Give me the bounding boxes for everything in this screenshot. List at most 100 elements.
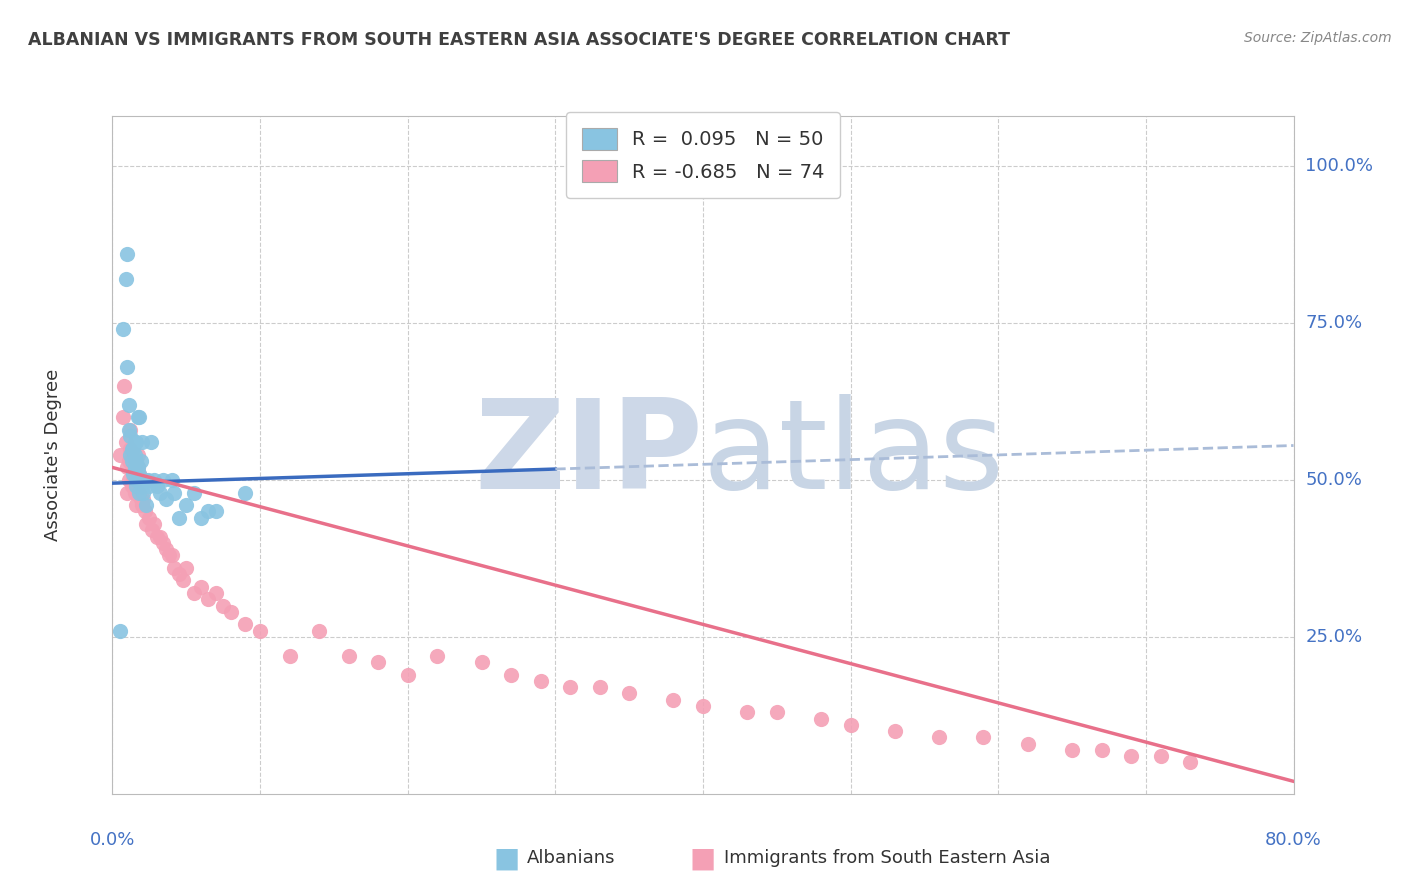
Point bbox=[928, 731, 950, 745]
Point bbox=[131, 498, 153, 512]
Point bbox=[662, 692, 685, 706]
Point bbox=[129, 491, 152, 506]
Point bbox=[197, 504, 219, 518]
Point bbox=[111, 322, 134, 336]
Point bbox=[121, 454, 143, 468]
Text: ALBANIAN VS IMMIGRANTS FROM SOUTH EASTERN ASIA ASSOCIATE'S DEGREE CORRELATION CH: ALBANIAN VS IMMIGRANTS FROM SOUTH EASTER… bbox=[28, 31, 1010, 49]
Point bbox=[125, 473, 148, 487]
Point bbox=[190, 510, 212, 524]
Point bbox=[163, 485, 186, 500]
Point bbox=[141, 523, 163, 537]
Point bbox=[737, 706, 759, 720]
Point bbox=[152, 473, 174, 487]
Point bbox=[146, 529, 169, 543]
Point bbox=[692, 698, 714, 713]
Point bbox=[114, 435, 136, 450]
Point bbox=[131, 479, 153, 493]
Point bbox=[124, 448, 146, 462]
Point bbox=[142, 473, 165, 487]
Point bbox=[152, 536, 174, 550]
Point bbox=[588, 680, 610, 694]
Point bbox=[1091, 743, 1114, 757]
Point bbox=[233, 617, 256, 632]
Point bbox=[121, 460, 143, 475]
Point bbox=[529, 673, 551, 688]
Text: 75.0%: 75.0% bbox=[1305, 314, 1362, 332]
Point bbox=[337, 648, 360, 663]
Point bbox=[132, 491, 155, 506]
Point bbox=[134, 473, 156, 487]
Point bbox=[1062, 743, 1084, 757]
Text: 80.0%: 80.0% bbox=[1265, 831, 1322, 849]
Point bbox=[135, 516, 157, 531]
Point bbox=[128, 410, 150, 425]
Point bbox=[121, 442, 143, 456]
Point bbox=[125, 473, 148, 487]
Point bbox=[120, 448, 142, 462]
Point bbox=[128, 467, 150, 481]
Point bbox=[128, 485, 150, 500]
Point bbox=[426, 648, 449, 663]
Point bbox=[157, 549, 180, 563]
Point bbox=[124, 485, 146, 500]
Point bbox=[219, 605, 242, 619]
Text: 25.0%: 25.0% bbox=[1305, 628, 1362, 646]
Point bbox=[160, 473, 183, 487]
Point bbox=[138, 510, 160, 524]
Point bbox=[127, 410, 149, 425]
Point bbox=[118, 473, 141, 487]
Point bbox=[124, 454, 146, 468]
Point bbox=[278, 648, 301, 663]
Point bbox=[1119, 749, 1142, 764]
Point bbox=[132, 485, 155, 500]
Point bbox=[308, 624, 330, 638]
Point bbox=[117, 359, 138, 374]
Point bbox=[205, 504, 228, 518]
Point bbox=[810, 712, 832, 726]
Point bbox=[249, 624, 271, 638]
Point bbox=[134, 504, 156, 518]
Point bbox=[1178, 756, 1201, 770]
Point bbox=[129, 454, 152, 468]
Point bbox=[108, 448, 131, 462]
Point bbox=[127, 460, 149, 475]
Point bbox=[884, 724, 907, 739]
Point bbox=[212, 599, 235, 613]
Text: Immigrants from South Eastern Asia: Immigrants from South Eastern Asia bbox=[724, 849, 1050, 867]
Point bbox=[163, 561, 186, 575]
Point bbox=[167, 567, 190, 582]
Point bbox=[172, 574, 194, 588]
Point bbox=[160, 549, 183, 563]
Text: 100.0%: 100.0% bbox=[1305, 157, 1374, 175]
Point bbox=[122, 467, 145, 481]
Point bbox=[470, 655, 494, 669]
Point bbox=[183, 485, 205, 500]
Point bbox=[167, 510, 190, 524]
Text: atlas: atlas bbox=[703, 394, 1005, 516]
Point bbox=[127, 460, 149, 475]
Point bbox=[125, 479, 148, 493]
Point bbox=[111, 410, 134, 425]
Point bbox=[117, 247, 138, 261]
Point bbox=[233, 485, 256, 500]
Point bbox=[766, 706, 789, 720]
Point bbox=[122, 473, 145, 487]
Point bbox=[118, 398, 141, 412]
Point bbox=[149, 529, 172, 543]
Point bbox=[112, 379, 135, 393]
Legend: R =  0.095   N = 50, R = -0.685   N = 74: R = 0.095 N = 50, R = -0.685 N = 74 bbox=[567, 112, 839, 198]
Point bbox=[142, 516, 165, 531]
Point bbox=[155, 542, 177, 557]
Point bbox=[155, 491, 177, 506]
Point bbox=[124, 435, 146, 450]
Text: ■: ■ bbox=[494, 844, 519, 872]
Point bbox=[120, 442, 142, 456]
Point bbox=[973, 731, 995, 745]
Point bbox=[118, 454, 141, 468]
Point bbox=[501, 667, 523, 681]
Point bbox=[124, 460, 146, 475]
Point bbox=[131, 435, 153, 450]
Point bbox=[138, 479, 160, 493]
Point bbox=[108, 624, 131, 638]
Point bbox=[120, 429, 142, 443]
